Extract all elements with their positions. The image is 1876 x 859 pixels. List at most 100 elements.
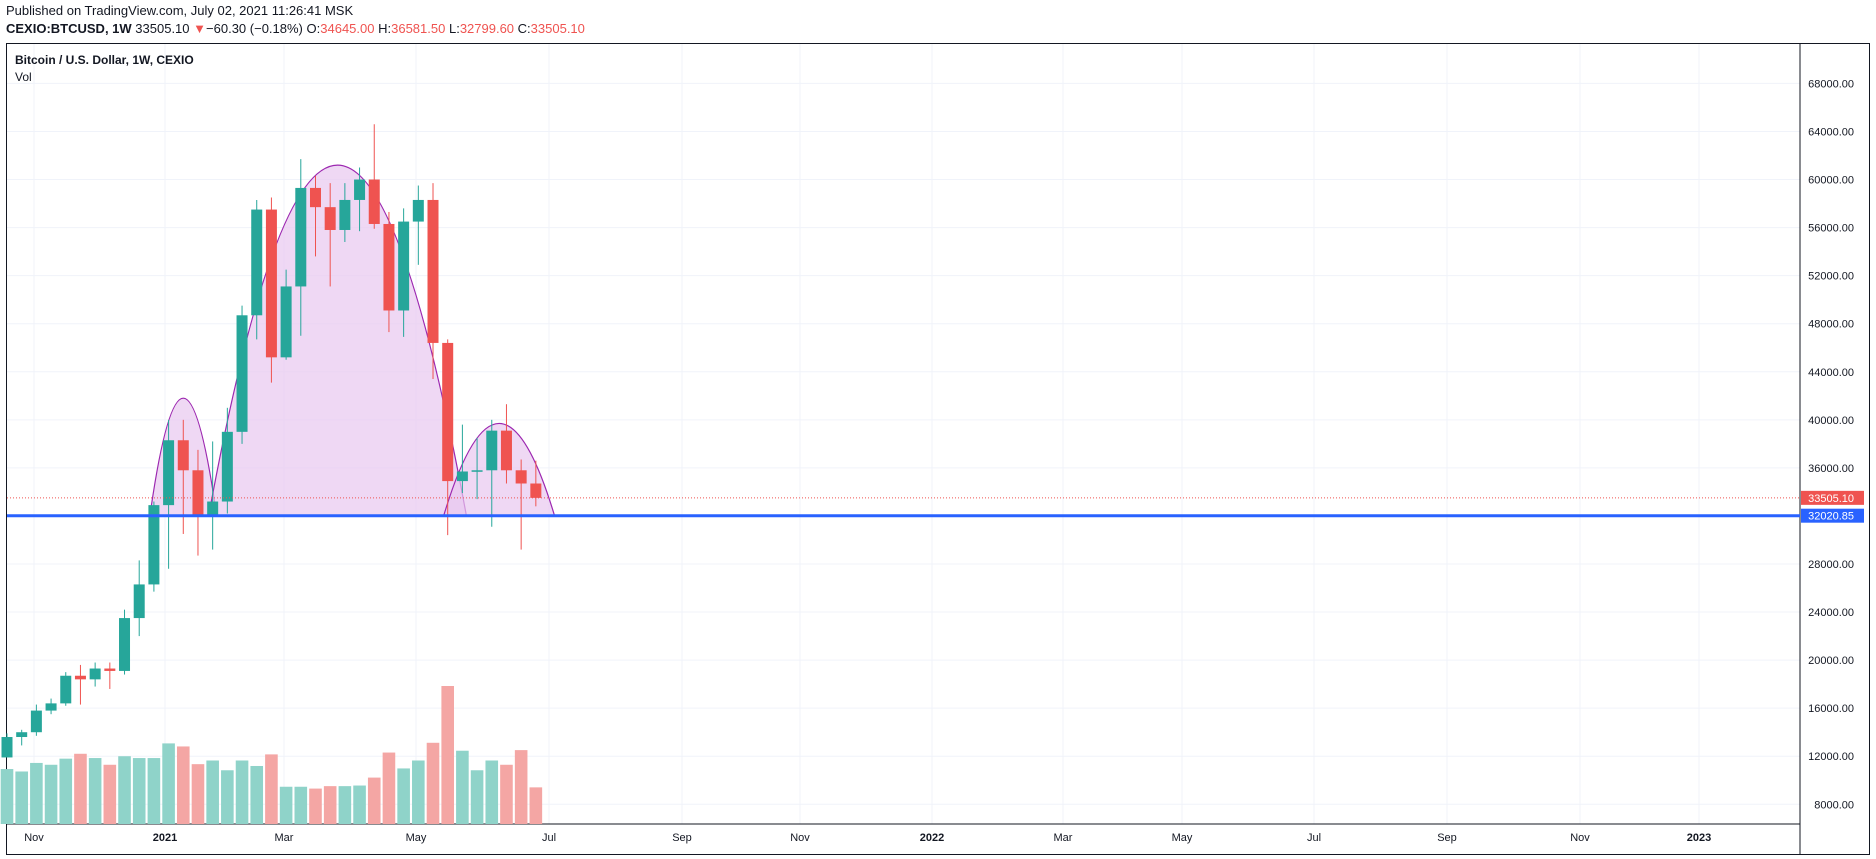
volume-bar	[30, 762, 43, 824]
volume-bar	[15, 771, 28, 824]
candle-body	[398, 221, 410, 311]
time-tick-label: May	[406, 832, 427, 844]
candle-body	[74, 675, 86, 680]
low-label: L:	[448, 21, 460, 36]
candle-body	[16, 732, 28, 738]
last-price-badge-bg	[1801, 490, 1864, 505]
time-tick-label: Mar	[1054, 832, 1073, 844]
candle-body	[207, 501, 219, 515]
volume-bar	[456, 750, 469, 824]
price-tick-label: 64000.00	[1808, 126, 1854, 138]
volume-bar	[235, 760, 249, 824]
volume-bar	[162, 743, 175, 824]
volume-bar	[397, 768, 410, 824]
candle-body	[221, 431, 233, 502]
ohlc-header: CEXIO:BTCUSD, 1W 33505.10 ▼−60.30 (−0.18…	[6, 21, 585, 36]
volume-bar	[44, 764, 58, 824]
volume-bar	[250, 765, 264, 824]
volume-bar	[500, 764, 513, 824]
volume-bars	[0, 686, 543, 824]
candle-body	[177, 440, 189, 471]
price-tick-label: 8000.00	[1814, 799, 1854, 811]
candle-body	[295, 187, 307, 287]
last-price-badge: 33505.10	[1808, 493, 1854, 505]
candle-body	[471, 470, 483, 472]
close-value: 33505.10	[530, 21, 585, 36]
candle-body	[1, 737, 13, 758]
last-price: 33505.10	[135, 21, 190, 36]
price-tick-label: 28000.00	[1808, 559, 1854, 571]
time-tick-label: 2022	[920, 832, 944, 844]
candle-body	[104, 668, 116, 671]
volume-bar	[176, 746, 190, 824]
candle-body	[119, 618, 131, 671]
price-tick-label: 24000.00	[1808, 607, 1854, 619]
volume-bar	[59, 758, 73, 824]
volume-legend: Vol	[15, 70, 32, 84]
volume-bar	[132, 758, 146, 824]
time-tick-label: May	[1172, 832, 1193, 844]
volume-bar	[265, 754, 278, 824]
volume-bar	[191, 764, 205, 824]
volume-bar	[485, 760, 499, 824]
volume-bar	[514, 750, 528, 824]
low-value: 32799.60	[459, 21, 515, 36]
candle-body	[280, 286, 292, 358]
candle-body	[133, 584, 145, 619]
volume-bar	[338, 786, 352, 824]
candle-body	[148, 505, 160, 585]
volume-bar	[382, 752, 396, 824]
volume-bar	[353, 785, 366, 824]
price-tick-label: 20000.00	[1808, 655, 1854, 667]
candle-body	[30, 710, 42, 733]
volume-bar	[279, 786, 293, 824]
time-tick-label: Sep	[1437, 832, 1457, 844]
price-tick-label: 48000.00	[1808, 319, 1854, 331]
candle-body	[442, 342, 454, 482]
price-tick-label: 52000.00	[1808, 271, 1854, 283]
time-tick-label: Jul	[1307, 832, 1321, 844]
volume-bar	[103, 764, 117, 824]
volume-bar	[74, 753, 87, 824]
volume-bar	[206, 760, 219, 824]
candle-body	[60, 675, 72, 704]
candle-body	[427, 199, 439, 343]
candle-body	[383, 223, 395, 311]
support-price-badge: 32020.85	[1808, 511, 1854, 523]
candle-body	[251, 209, 263, 316]
volume-bar	[367, 777, 381, 824]
chart-frame[interactable]	[6, 43, 1870, 855]
time-tick-label: Jul	[542, 832, 556, 844]
published-caption: Published on TradingView.com, July 02, 2…	[6, 3, 354, 18]
price-tick-label: 12000.00	[1808, 751, 1854, 763]
volume-bar	[294, 786, 308, 824]
high-value: 36581.50	[391, 21, 446, 36]
volume-bar	[323, 786, 337, 824]
time-axis-labels: Nov 2021 Mar May Jul Sep Nov 2022 Mar May Jul Sep No…	[24, 832, 1711, 844]
candle-body	[89, 668, 101, 680]
volume-bar	[529, 787, 543, 824]
close-label: C:	[517, 21, 531, 36]
time-tick-label: Mar	[275, 832, 294, 844]
price-tick-label: 16000.00	[1808, 703, 1854, 715]
left-shoulder-arc	[149, 397, 218, 516]
price-tick-label: 68000.00	[1808, 78, 1854, 90]
price-tick-label: 44000.00	[1808, 367, 1854, 379]
candle-body	[236, 315, 248, 432]
candle-body	[192, 470, 204, 515]
candle-body	[500, 430, 512, 471]
open-label: O:	[306, 21, 321, 36]
open-value: 34645.00	[320, 21, 375, 36]
symbol-label: CEXIO:BTCUSD, 1W	[6, 21, 132, 36]
time-tick-label: Nov	[790, 832, 810, 844]
time-tick-label: 2023	[1687, 832, 1711, 844]
volume-bar	[426, 742, 440, 824]
candle-body	[163, 440, 175, 506]
candle-body	[530, 483, 542, 498]
candle-body	[412, 199, 424, 222]
price-tick-label: 60000.00	[1808, 175, 1854, 187]
volume-bar	[412, 760, 425, 824]
price-axis-labels: 68000.00 64000.00 60000.00 56000.00 52000.00…	[1808, 78, 1854, 811]
candle-body	[45, 703, 57, 711]
